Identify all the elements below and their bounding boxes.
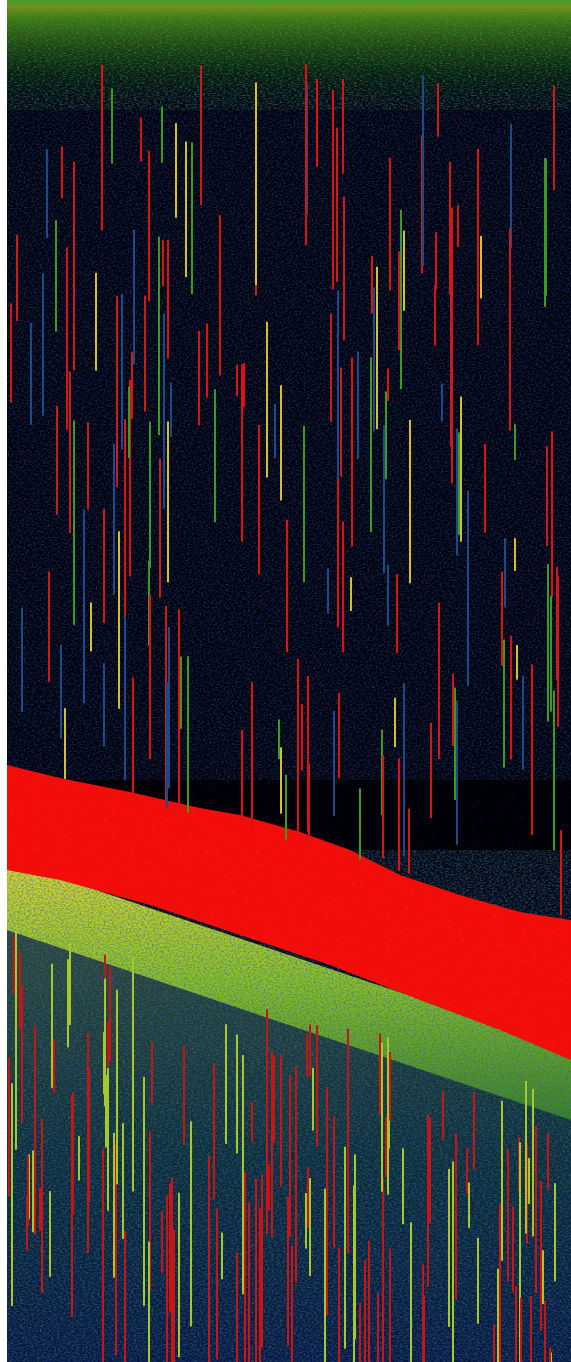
surface-line — [7, 0, 571, 5]
echogram-area — [7, 0, 571, 1362]
surface-noise — [7, 0, 571, 110]
echogram — [0, 0, 571, 1362]
page: (() => { const data = JSON.parse(documen… — [0, 0, 571, 1362]
